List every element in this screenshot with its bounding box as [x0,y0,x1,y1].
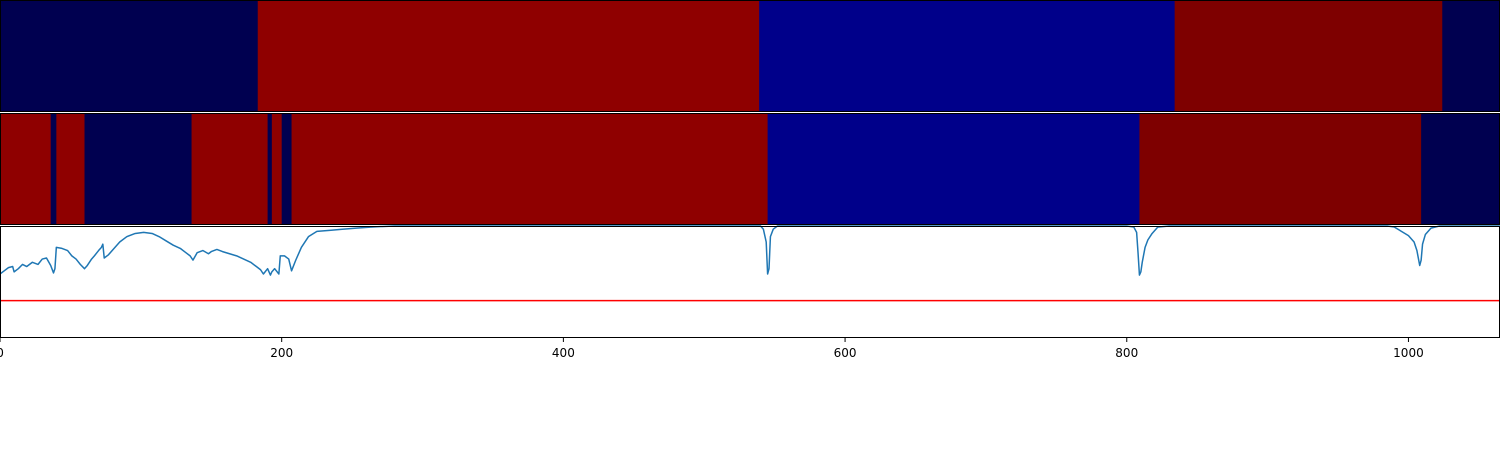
x-tick-label-800: 800 [1115,346,1138,360]
heatmap-segment-2-1 [0,113,52,225]
heatmap-segment-1-4 [1174,0,1443,112]
heatmap-segment-2-3 [56,113,86,225]
panel-frame-3 [0,226,1500,338]
x-tick-label-0: 0 [0,346,4,360]
heatmap-segment-2-9 [291,113,769,225]
x-axis: 0 200 400 600 800 1000 [0,338,1424,360]
series-line-blue [0,225,1500,276]
heatmap-segment-2-5 [191,113,269,225]
heatmap-segment-1-2 [257,0,760,112]
heatmap-panel-middle [0,113,1500,225]
line-panel [0,225,1500,302]
x-tick-label-600: 600 [834,346,857,360]
heatmap-segment-2-7 [271,113,283,225]
heatmap-panel-top [0,0,1500,112]
x-tick-label-400: 400 [552,346,575,360]
heatmap-segment-2-10 [767,113,1140,225]
heatmap-segment-2-11 [1139,113,1422,225]
heatmap-segment-2-8 [281,113,293,225]
heatmap-segment-2-12 [1421,113,1500,225]
heatmap-segment-2-2 [50,113,57,225]
heatmap-segment-2-6 [267,113,273,225]
x-tick-label-1000: 1000 [1393,346,1424,360]
x-tick-label-200: 200 [270,346,293,360]
heatmap-segment-1-1 [0,0,259,112]
heatmap-segment-2-4 [84,113,193,225]
heatmap-segment-1-5 [1442,0,1500,112]
heatmap-segment-1-3 [759,0,1176,112]
